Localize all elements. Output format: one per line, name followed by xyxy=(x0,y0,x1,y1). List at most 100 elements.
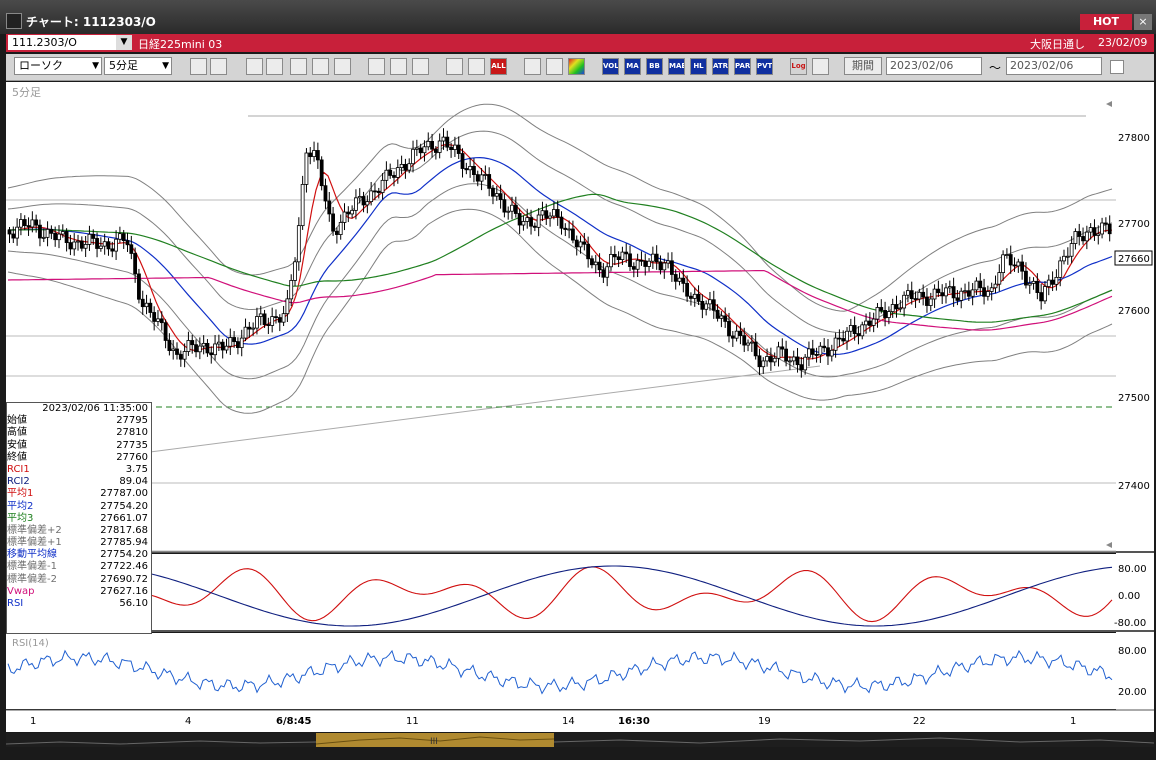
indicator-ma-button[interactable]: MA xyxy=(624,58,641,75)
candle-body xyxy=(274,316,278,319)
candle-body xyxy=(1058,260,1063,278)
candle-body xyxy=(635,259,640,270)
pointer-icon[interactable] xyxy=(390,58,407,75)
candle-body xyxy=(1062,255,1066,262)
candle-body xyxy=(159,318,164,324)
close-button[interactable]: × xyxy=(1134,14,1152,30)
candle-body xyxy=(742,335,747,346)
candle-body xyxy=(791,356,796,362)
date-from-input[interactable]: 2023/02/06 xyxy=(886,57,982,75)
candle-body xyxy=(696,293,701,302)
candle-body xyxy=(730,335,735,339)
indicator-mae-button[interactable]: MAE xyxy=(668,58,685,75)
candle-body xyxy=(1020,261,1025,272)
candle-body xyxy=(140,298,145,308)
symbol-dropdown-icon[interactable]: ▼ xyxy=(116,35,132,50)
date-from-value: 2023/02/06 xyxy=(890,59,954,72)
undo-icon[interactable] xyxy=(412,58,429,75)
window-title: チャート: 1112303/O xyxy=(26,15,156,29)
band-upper-1 xyxy=(7,130,1113,334)
rsi-label: RSI(14) xyxy=(12,638,49,649)
candle-body xyxy=(1073,231,1078,244)
scrollbar-thumb[interactable] xyxy=(316,733,554,747)
price-tick: 27800 xyxy=(1118,133,1150,144)
log-scale-button[interactable]: Log xyxy=(790,58,807,75)
chevron-down-icon: ▼ xyxy=(162,61,169,71)
scroll-down-icon[interactable] xyxy=(1106,542,1112,548)
candle-body xyxy=(590,258,594,266)
indicator-para-button[interactable]: PARA xyxy=(734,58,751,75)
candle-body xyxy=(601,269,606,278)
export-icon[interactable] xyxy=(812,58,829,75)
candle-body xyxy=(749,341,754,344)
candle-body xyxy=(182,351,187,360)
candle-pair-icon[interactable] xyxy=(468,58,485,75)
zoom-icon[interactable] xyxy=(190,58,207,75)
info-date: 23/02/09 xyxy=(1098,36,1148,49)
data-window-row: 標準偏差+2 27817.68 xyxy=(7,525,151,537)
chevron-down-icon: ▼ xyxy=(92,61,99,71)
data-window-value: 27817.68 xyxy=(100,524,148,536)
data-window-row: RCI1 3.75 xyxy=(7,464,151,476)
settings-icon[interactable] xyxy=(524,58,541,75)
candle-icon[interactable] xyxy=(446,58,463,75)
data-window-row: 移動平均線 27754.20 xyxy=(7,549,151,561)
band-lower-1 xyxy=(7,183,1113,380)
symbol-input[interactable]: 111.2303/O xyxy=(8,35,116,50)
interval-select[interactable]: 5分足 ▼ xyxy=(104,57,172,75)
candle-body xyxy=(997,272,1002,285)
candle-body xyxy=(544,210,549,219)
download-icon[interactable] xyxy=(246,58,263,75)
candle-body xyxy=(502,199,507,213)
overview-line xyxy=(553,737,1155,744)
data-window-row: 安値 27735 xyxy=(7,440,151,452)
candle-body xyxy=(186,340,191,352)
data-window-value: 56.10 xyxy=(119,598,148,610)
indicator-atr-button[interactable]: ATR xyxy=(712,58,729,75)
palette-icon[interactable] xyxy=(568,58,585,75)
indicator-bb-button[interactable]: BB xyxy=(646,58,663,75)
split-view-icon[interactable] xyxy=(266,58,283,75)
candle-body xyxy=(597,261,602,271)
candle-body xyxy=(768,356,773,363)
price-axis-panel xyxy=(1116,82,1154,710)
candle-body xyxy=(365,201,370,206)
crosshair-icon[interactable] xyxy=(210,58,227,75)
chart-type-value: ローソク xyxy=(19,59,63,72)
hot-button[interactable]: HOT xyxy=(1080,14,1132,30)
period-checkbox[interactable] xyxy=(1110,60,1124,74)
indicator-pvt-button[interactable]: PVT xyxy=(756,58,773,75)
candle-body xyxy=(239,337,244,348)
candle-body xyxy=(441,136,446,142)
rsi-panel xyxy=(6,633,1116,709)
candle-body xyxy=(921,291,926,298)
data-window-value: 27787.00 xyxy=(100,488,148,500)
chart-type-select[interactable]: ローソク ▼ xyxy=(14,57,102,75)
indicator-vol-button[interactable]: VOL xyxy=(602,58,619,75)
candle-body xyxy=(551,209,556,217)
wrench-icon[interactable] xyxy=(546,58,563,75)
info-icon[interactable] xyxy=(334,58,351,75)
rsi-tick: 20.00 xyxy=(1118,687,1147,698)
scrollbar-track[interactable] xyxy=(6,733,1154,747)
scroll-up-icon[interactable] xyxy=(1106,101,1112,107)
candle-body xyxy=(567,228,572,231)
pencil-icon[interactable] xyxy=(368,58,385,75)
bar-chart-icon[interactable] xyxy=(290,58,307,75)
indicator-hl-button[interactable]: HL xyxy=(690,58,707,75)
time-axis-panel xyxy=(6,710,1154,732)
data-window-value: 27661.07 xyxy=(100,512,148,524)
candle-body xyxy=(296,225,301,263)
candle-body xyxy=(494,193,499,197)
candle-body xyxy=(837,337,842,340)
trend-line[interactable] xyxy=(149,365,821,453)
candle-body xyxy=(612,253,617,258)
candle-body xyxy=(1069,243,1074,257)
indicator-icon[interactable] xyxy=(312,58,329,75)
overview-line xyxy=(315,736,555,745)
period-button[interactable]: 期間 xyxy=(844,57,882,75)
all-button[interactable]: ALL xyxy=(490,58,507,75)
date-to-input[interactable]: 2023/02/06 xyxy=(1006,57,1102,75)
toolbar: ローソク ▼ 5分足 ▼ ALL VOL MA BB MAE HL ATR PARA… xyxy=(6,54,1154,81)
